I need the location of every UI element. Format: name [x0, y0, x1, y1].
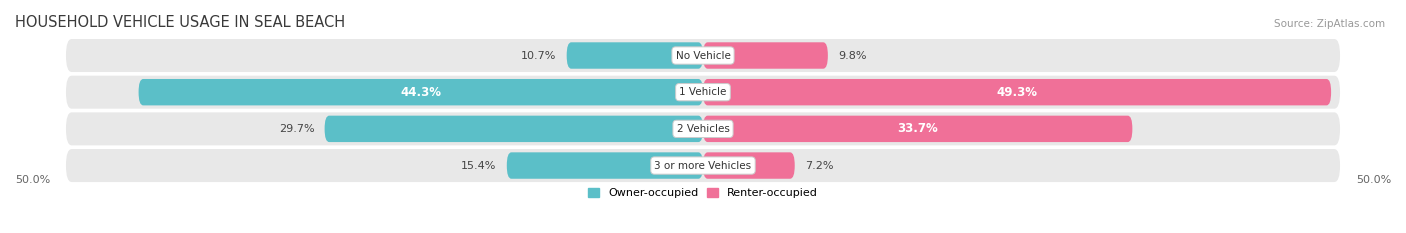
Text: 49.3%: 49.3% [997, 86, 1038, 99]
Text: 50.0%: 50.0% [15, 175, 51, 185]
Text: 9.8%: 9.8% [838, 51, 866, 61]
FancyBboxPatch shape [66, 39, 1340, 72]
Text: 3 or more Vehicles: 3 or more Vehicles [654, 161, 752, 171]
FancyBboxPatch shape [66, 76, 1340, 109]
FancyBboxPatch shape [703, 79, 1331, 105]
Text: 15.4%: 15.4% [461, 161, 496, 171]
FancyBboxPatch shape [703, 116, 1132, 142]
Text: HOUSEHOLD VEHICLE USAGE IN SEAL BEACH: HOUSEHOLD VEHICLE USAGE IN SEAL BEACH [15, 15, 344, 30]
Text: 1 Vehicle: 1 Vehicle [679, 87, 727, 97]
Text: 29.7%: 29.7% [278, 124, 315, 134]
FancyBboxPatch shape [139, 79, 703, 105]
Text: 33.7%: 33.7% [897, 122, 938, 135]
FancyBboxPatch shape [703, 152, 794, 179]
FancyBboxPatch shape [325, 116, 703, 142]
Legend: Owner-occupied, Renter-occupied: Owner-occupied, Renter-occupied [588, 188, 818, 198]
Text: 2 Vehicles: 2 Vehicles [676, 124, 730, 134]
Text: No Vehicle: No Vehicle [675, 51, 731, 61]
Text: 7.2%: 7.2% [804, 161, 834, 171]
Text: Source: ZipAtlas.com: Source: ZipAtlas.com [1274, 19, 1385, 29]
FancyBboxPatch shape [567, 42, 703, 69]
FancyBboxPatch shape [66, 149, 1340, 182]
FancyBboxPatch shape [66, 112, 1340, 145]
Text: 44.3%: 44.3% [401, 86, 441, 99]
Text: 10.7%: 10.7% [522, 51, 557, 61]
FancyBboxPatch shape [506, 152, 703, 179]
FancyBboxPatch shape [703, 42, 828, 69]
Text: 50.0%: 50.0% [1355, 175, 1391, 185]
